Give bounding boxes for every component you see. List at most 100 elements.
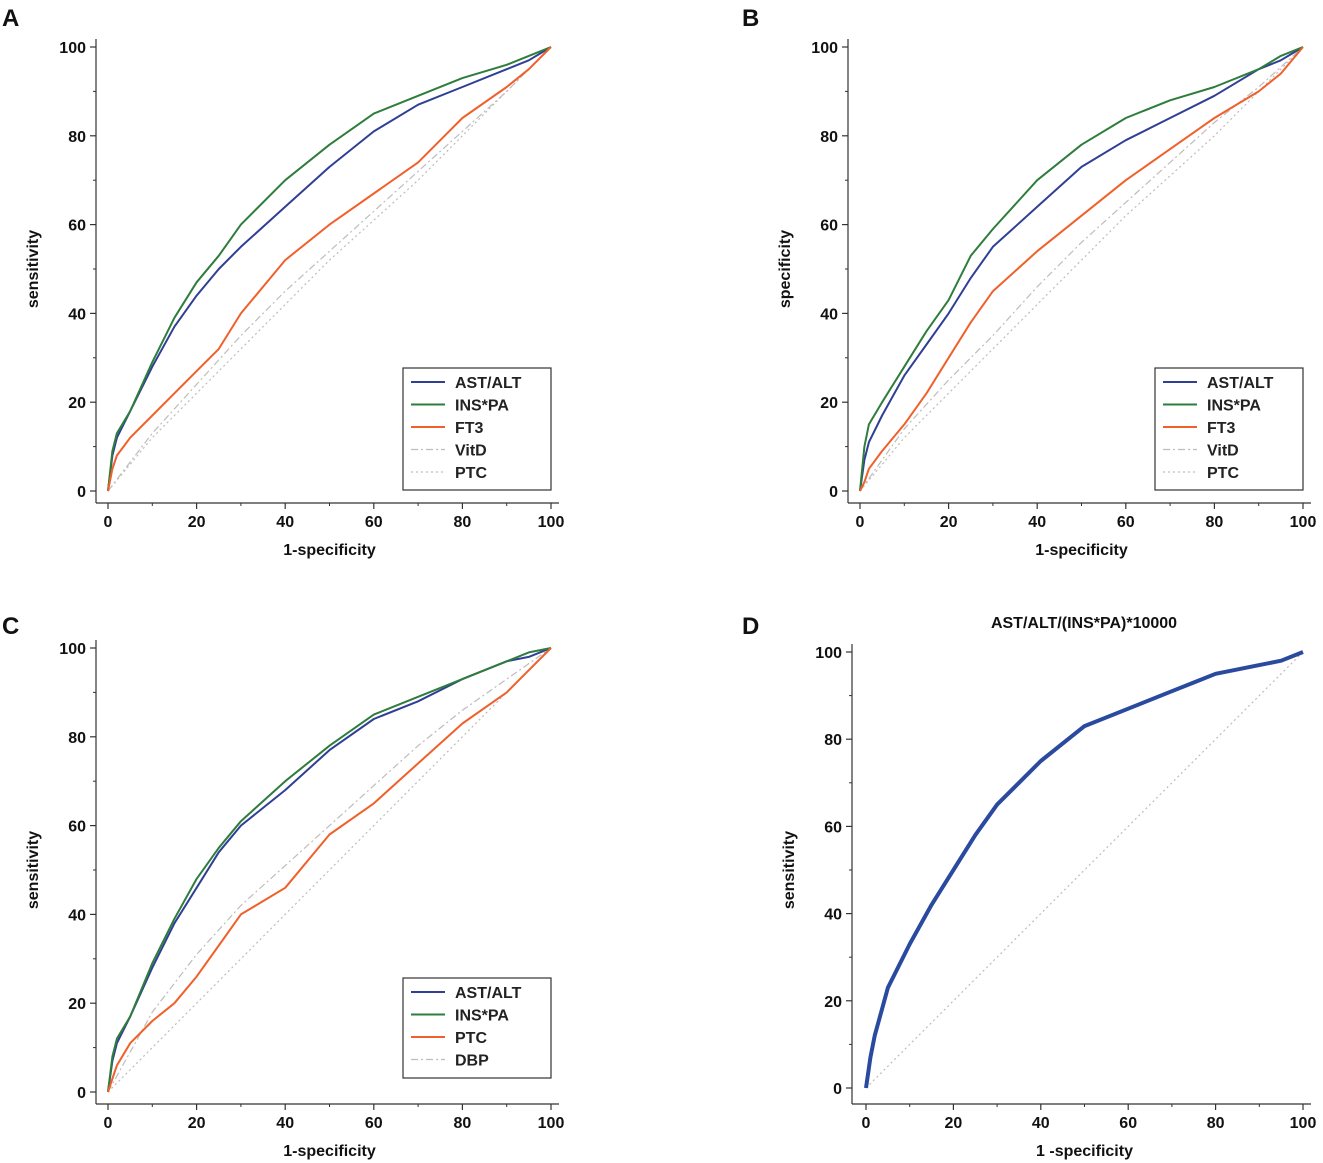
y-tick-label: 20 [68, 395, 86, 412]
y-axis-title: sensitivity [25, 230, 42, 308]
x-tick-label: 40 [1032, 1115, 1050, 1132]
y-tick-label: 100 [59, 40, 86, 57]
x-tick-label: 20 [940, 514, 958, 531]
x-tick-label: 0 [862, 1115, 871, 1132]
x-tick-label: 0 [856, 514, 865, 531]
legend-label: INS*PA [455, 398, 509, 415]
y-tick-label: 60 [68, 218, 86, 235]
panel-letter-b: B [742, 5, 759, 32]
x-axis-title: 1-specificity [1035, 542, 1128, 559]
y-tick-label: 40 [68, 907, 86, 924]
y-tick-label: 60 [820, 218, 838, 235]
legend: AST/ALT INS*PA PTC DBP [402, 977, 552, 1079]
x-tick-label: 60 [365, 514, 383, 531]
y-axis-title: specificity [777, 230, 794, 308]
x-tick-label: 0 [104, 1115, 113, 1132]
y-tick-label: 60 [824, 819, 842, 836]
x-tick-label: 100 [538, 1115, 565, 1132]
x-tick-label: 100 [538, 514, 565, 531]
x-tick-label: 100 [1290, 1115, 1317, 1132]
y-tick-label: 20 [824, 994, 842, 1011]
y-tick-label: 100 [59, 641, 86, 658]
panel-a-roc-chart: A 0 20 40 60 80 100 0 20 40 60 80 100 1-specificity s… [2, 5, 564, 559]
legend-box [402, 367, 552, 491]
x-tick-label: 40 [1028, 514, 1046, 531]
ptc-roc-curve [859, 46, 1304, 492]
x-tick-label: 80 [454, 514, 472, 531]
dbp-roc-curve [107, 647, 552, 1093]
ins-pa-roc-curve [859, 46, 1304, 492]
legend-label: FT3 [455, 420, 484, 437]
reference-roc-curve [865, 651, 1304, 1089]
legend-label: DBP [455, 1053, 489, 1070]
y-tick-label: 100 [815, 645, 842, 662]
panel-letter-a: A [2, 5, 19, 32]
x-axis-title: 1 -specificity [1036, 1143, 1133, 1160]
vitd-roc-curve [859, 46, 1304, 492]
x-tick-label: 60 [1117, 514, 1135, 531]
x-tick-label: 40 [276, 514, 294, 531]
y-tick-label: 40 [68, 306, 86, 323]
x-tick-label: 80 [454, 1115, 472, 1132]
legend-label: INS*PA [455, 1008, 509, 1025]
legend-label: AST/ALT [455, 985, 522, 1002]
y-tick-label: 20 [68, 996, 86, 1013]
x-tick-label: 0 [104, 514, 113, 531]
y-tick-label: 40 [824, 907, 842, 924]
x-tick-label: 20 [188, 514, 206, 531]
legend-label: INS*PA [1207, 398, 1261, 415]
y-axis-title: sensitivity [25, 831, 42, 909]
ptc-roc-curve [107, 647, 552, 1093]
x-tick-label: 80 [1206, 514, 1224, 531]
legend-label: VitD [455, 443, 487, 460]
panel-b-roc-chart: B 0 20 40 60 80 100 0 20 40 60 80 100 1-specificity s… [742, 5, 1316, 559]
x-tick-label: 60 [1119, 1115, 1137, 1132]
ins-pa-roc-curve [107, 647, 552, 1093]
x-axis-title: 1-specificity [283, 1143, 376, 1160]
x-tick-label: 20 [945, 1115, 963, 1132]
y-tick-label: 100 [811, 40, 838, 57]
panel-letter-d: D [742, 613, 759, 640]
ins-pa-roc-curve [107, 46, 552, 492]
y-axis-title: sensitivity [781, 831, 798, 909]
x-tick-label: 40 [276, 1115, 294, 1132]
panel-letter-c: C [2, 613, 19, 640]
legend-label: PTC [1207, 465, 1239, 482]
legend-label: PTC [455, 1030, 487, 1047]
y-tick-label: 0 [829, 484, 838, 501]
legend-label: PTC [455, 465, 487, 482]
panel-d-roc-chart: D 0 20 40 60 80 100 0 20 40 60 80 100 1 -specificity… [742, 613, 1316, 1160]
ft3-roc-curve [859, 46, 1304, 492]
x-axis-title: 1-specificity [283, 542, 376, 559]
y-tick-label: 0 [77, 1085, 86, 1102]
ast-alt-roc-curve [859, 46, 1304, 492]
x-tick-label: 20 [188, 1115, 206, 1132]
y-tick-label: 80 [68, 730, 86, 747]
x-tick-label: 80 [1207, 1115, 1225, 1132]
legend-box [1154, 367, 1304, 491]
y-tick-label: 60 [68, 819, 86, 836]
legend-box [402, 977, 552, 1079]
panel-c-roc-chart: C 0 20 40 60 80 100 0 20 40 60 80 100 1-specificity s… [2, 613, 564, 1160]
y-tick-label: 0 [77, 484, 86, 501]
y-tick-label: 80 [824, 732, 842, 749]
y-tick-label: 80 [68, 129, 86, 146]
y-tick-label: 0 [833, 1081, 842, 1098]
ast-alt-ins-pa-10000-roc-curve [864, 650, 1304, 1089]
x-tick-label: 100 [1290, 514, 1317, 531]
legend: AST/ALT INS*PA FT3 VitD PTC [402, 367, 552, 491]
legend: AST/ALT INS*PA FT3 VitD PTC [1154, 367, 1304, 491]
x-tick-label: 60 [365, 1115, 383, 1132]
legend-label: VitD [1207, 443, 1239, 460]
y-tick-label: 80 [820, 129, 838, 146]
y-tick-label: 40 [820, 306, 838, 323]
vitd-roc-curve [107, 46, 552, 492]
y-tick-label: 20 [820, 395, 838, 412]
ptc-roc-curve [107, 46, 552, 492]
legend-label: FT3 [1207, 420, 1236, 437]
legend-label: AST/ALT [455, 375, 522, 392]
ft3-roc-curve [107, 46, 552, 492]
legend-label: AST/ALT [1207, 375, 1274, 392]
chart-title: AST/ALT/(INS*PA)*10000 [991, 615, 1177, 632]
